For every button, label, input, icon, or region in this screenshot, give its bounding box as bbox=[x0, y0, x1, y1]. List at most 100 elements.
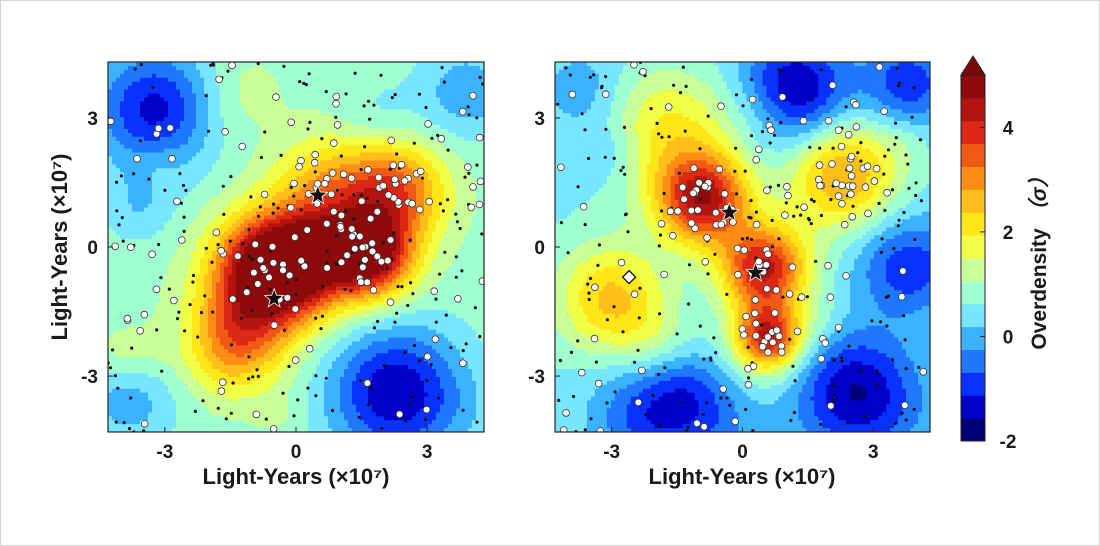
heatmap-cell bbox=[152, 89, 157, 95]
heatmap-cell bbox=[260, 321, 265, 327]
heatmap-cell bbox=[184, 380, 189, 386]
heatmap-cell bbox=[276, 365, 281, 370]
heatmap-cell bbox=[152, 270, 157, 276]
heatmap-cell bbox=[280, 156, 285, 162]
heatmap-cell bbox=[148, 270, 153, 276]
heatmap-cell bbox=[160, 231, 165, 236]
heatmap-cell bbox=[184, 97, 189, 102]
heatmap-cell bbox=[216, 124, 221, 130]
heatmap-cell bbox=[132, 247, 137, 252]
heatmap-cell bbox=[292, 372, 297, 378]
heatmap-cell bbox=[116, 365, 121, 370]
heatmap-cell bbox=[132, 262, 137, 268]
heatmap-cell bbox=[276, 306, 281, 311]
heatmap-cell bbox=[300, 93, 305, 99]
heatmap-cell bbox=[240, 357, 245, 362]
heatmap-cell bbox=[172, 384, 177, 390]
heatmap-cell bbox=[244, 380, 249, 386]
heatmap-cell bbox=[196, 176, 201, 181]
heatmap-cell bbox=[256, 160, 261, 165]
heatmap-cell bbox=[164, 231, 169, 236]
heatmap-cell bbox=[304, 243, 309, 248]
heatmap-cell bbox=[316, 211, 321, 217]
heatmap-cell bbox=[140, 337, 145, 343]
heatmap-cell bbox=[132, 97, 137, 102]
heatmap-cell bbox=[252, 109, 257, 114]
heatmap-cell bbox=[244, 278, 249, 284]
heatmap-cell bbox=[220, 235, 225, 240]
heatmap-cell bbox=[164, 121, 169, 126]
heatmap-cell bbox=[256, 294, 261, 299]
heatmap-cell bbox=[272, 239, 277, 244]
heatmap-cell bbox=[188, 353, 193, 358]
heatmap-cell bbox=[232, 416, 237, 421]
heatmap-cell bbox=[160, 207, 165, 213]
heatmap-cell bbox=[188, 294, 193, 299]
heatmap-cell bbox=[116, 376, 121, 382]
heatmap-cell bbox=[136, 109, 141, 114]
heatmap-cell bbox=[244, 168, 249, 173]
heatmap-cell bbox=[288, 317, 293, 323]
heatmap-cell bbox=[156, 365, 161, 370]
heatmap-cell bbox=[180, 191, 185, 197]
heatmap-cell bbox=[284, 243, 289, 248]
heatmap-cell bbox=[132, 160, 137, 165]
heatmap-cell bbox=[312, 85, 317, 91]
heatmap-cell bbox=[236, 317, 241, 323]
heatmap-cell bbox=[304, 302, 309, 307]
heatmap-cell bbox=[176, 152, 181, 158]
heatmap-cell bbox=[176, 396, 181, 402]
heatmap-cell bbox=[108, 420, 113, 425]
heatmap-cell bbox=[272, 317, 277, 323]
heatmap-cell bbox=[308, 302, 313, 307]
heatmap-cell bbox=[272, 345, 277, 350]
heatmap-cell bbox=[292, 156, 297, 162]
heatmap-cell bbox=[188, 65, 193, 71]
heatmap-cell bbox=[316, 101, 321, 106]
heatmap-cell bbox=[228, 329, 233, 335]
heatmap-cell bbox=[216, 412, 221, 417]
heatmap-cell bbox=[200, 105, 205, 110]
heatmap-cell bbox=[152, 215, 157, 221]
heatmap-cell bbox=[244, 73, 249, 79]
heatmap-cell bbox=[264, 77, 269, 83]
heatmap-cell bbox=[128, 211, 133, 217]
heatmap-cell bbox=[156, 424, 161, 429]
heatmap-cell bbox=[244, 282, 249, 287]
heatmap-cell bbox=[120, 337, 125, 343]
heatmap-cell bbox=[156, 357, 161, 362]
heatmap-cell bbox=[212, 302, 217, 307]
heatmap-cell bbox=[264, 278, 269, 284]
heatmap-cell bbox=[312, 392, 317, 398]
heatmap-cell bbox=[252, 168, 257, 173]
heatmap-cell bbox=[160, 105, 165, 110]
heatmap-cell bbox=[152, 258, 157, 264]
heatmap-cell bbox=[208, 180, 213, 185]
heatmap-cell bbox=[236, 302, 241, 307]
heatmap-cell bbox=[220, 243, 225, 248]
heatmap-cell bbox=[284, 349, 289, 354]
heatmap-cell bbox=[268, 156, 273, 162]
heatmap-cell bbox=[268, 317, 273, 323]
heatmap-cell bbox=[164, 325, 169, 331]
heatmap-cell bbox=[296, 309, 301, 315]
heatmap-cell bbox=[200, 416, 205, 421]
heatmap-cell bbox=[196, 353, 201, 358]
heatmap-cell bbox=[264, 424, 269, 429]
heatmap-cell bbox=[316, 85, 321, 91]
heatmap-cell bbox=[236, 203, 241, 209]
heatmap-cell bbox=[140, 172, 145, 177]
heatmap-cell bbox=[184, 325, 189, 331]
heatmap-cell bbox=[156, 160, 161, 165]
heatmap-cell bbox=[300, 294, 305, 299]
heatmap-cell bbox=[120, 357, 125, 362]
heatmap-cell bbox=[132, 361, 137, 366]
heatmap-cell bbox=[260, 65, 265, 71]
heatmap-cell bbox=[200, 113, 205, 118]
heatmap-cell bbox=[172, 380, 177, 386]
heatmap-cell bbox=[164, 313, 169, 319]
heatmap-cell bbox=[228, 207, 233, 213]
heatmap-cell bbox=[240, 215, 245, 221]
heatmap-cell bbox=[284, 148, 289, 154]
heatmap-cell bbox=[120, 290, 125, 295]
